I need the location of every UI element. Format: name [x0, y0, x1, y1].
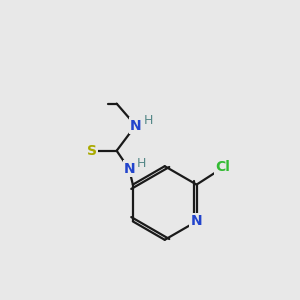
Text: Cl: Cl: [216, 160, 230, 174]
Text: N: N: [191, 214, 203, 228]
Text: H: H: [143, 114, 153, 127]
Text: N: N: [124, 161, 136, 176]
Text: H: H: [137, 157, 146, 170]
Text: N: N: [130, 119, 142, 133]
Text: S: S: [87, 144, 97, 158]
